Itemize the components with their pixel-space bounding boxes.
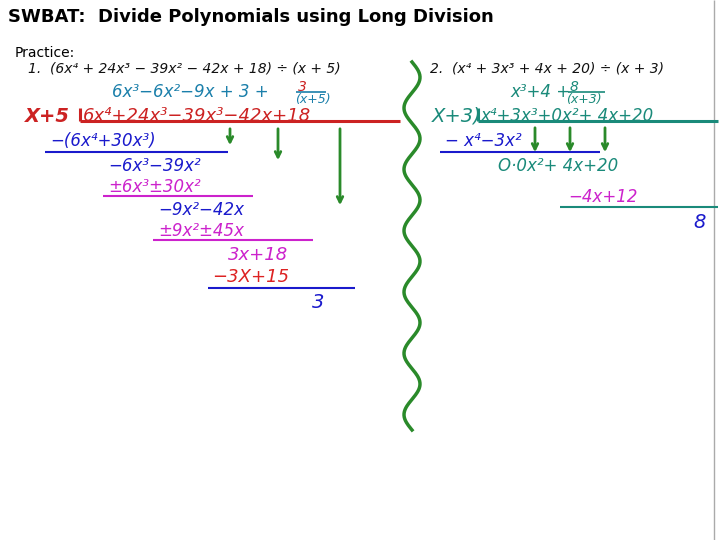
Text: x³+4 +: x³+4 + [510, 83, 570, 101]
Text: 1.  (6x⁴ + 24x³ − 39x² − 42x + 18) ÷ (x + 5): 1. (6x⁴ + 24x³ − 39x² − 42x + 18) ÷ (x +… [28, 62, 341, 76]
Text: −6x³−39x²: −6x³−39x² [108, 157, 201, 175]
Text: −4x+12: −4x+12 [568, 188, 637, 206]
Text: X+3): X+3) [432, 107, 482, 126]
Text: x⁴+3x³+0x²+ 4x+20: x⁴+3x³+0x²+ 4x+20 [480, 107, 653, 125]
Text: 3x+18: 3x+18 [228, 246, 288, 264]
Text: ±6x³±30x²: ±6x³±30x² [108, 178, 201, 196]
Text: O·0x²+ 4x+20: O·0x²+ 4x+20 [498, 157, 618, 175]
Text: 6x³−6x²−9x + 3 +: 6x³−6x²−9x + 3 + [112, 83, 269, 101]
Text: SWBAT:  Divide Polynomials using Long Division: SWBAT: Divide Polynomials using Long Div… [8, 8, 494, 26]
Text: 8: 8 [570, 80, 579, 94]
Text: 2.  (x⁴ + 3x³ + 4x + 20) ÷ (x + 3): 2. (x⁴ + 3x³ + 4x + 20) ÷ (x + 3) [430, 62, 664, 76]
Text: 3: 3 [298, 80, 307, 94]
Text: 8: 8 [693, 213, 706, 232]
Text: (x+3): (x+3) [566, 93, 602, 106]
Text: Practice:: Practice: [15, 46, 76, 60]
Text: X+5: X+5 [25, 107, 70, 126]
Text: ±9x²±45x: ±9x²±45x [158, 222, 244, 240]
Text: − x⁴−3x²: − x⁴−3x² [445, 132, 521, 150]
Text: (x+5): (x+5) [295, 93, 330, 106]
Text: 3: 3 [312, 293, 325, 312]
Text: −9x²−42x: −9x²−42x [158, 201, 244, 219]
Text: 6x⁴+24x³−39x³−42x+18: 6x⁴+24x³−39x³−42x+18 [83, 107, 311, 125]
Text: −(6x⁴+30x³): −(6x⁴+30x³) [50, 132, 156, 150]
Text: −3X+15: −3X+15 [212, 268, 289, 286]
